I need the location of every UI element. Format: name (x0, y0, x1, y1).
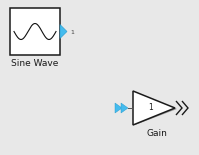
Text: Sine Wave: Sine Wave (11, 59, 59, 68)
Polygon shape (60, 24, 67, 38)
Text: 1: 1 (149, 104, 153, 113)
Polygon shape (133, 91, 175, 125)
Text: Gain: Gain (146, 129, 167, 138)
Text: 1: 1 (70, 30, 74, 35)
Polygon shape (133, 108, 177, 125)
Bar (10, 8, 60, 55)
Polygon shape (121, 103, 128, 113)
Polygon shape (115, 103, 122, 113)
